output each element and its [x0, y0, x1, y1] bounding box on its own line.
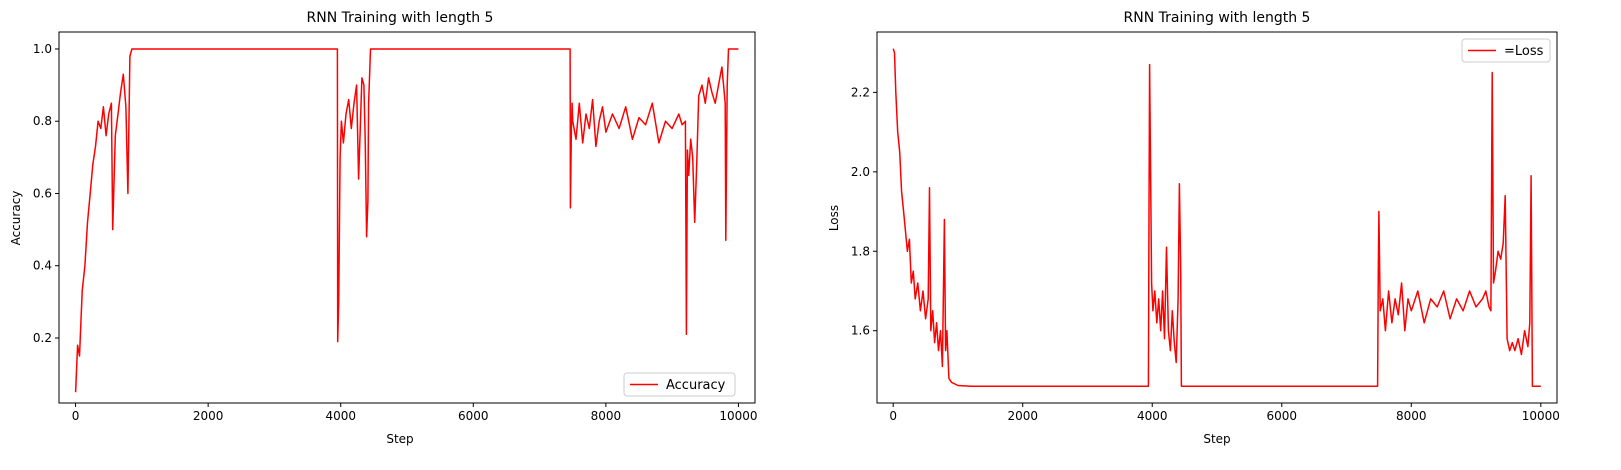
accuracy-x-ticks: 0 2000 4000 6000 8000 10000 [72, 403, 758, 423]
accuracy-y-tick-label: 1.0 [33, 42, 52, 56]
accuracy-y-tick-label: 0.8 [33, 114, 52, 128]
loss-x-ticks: 0 2000 4000 6000 8000 10000 [889, 403, 1560, 423]
loss-x-axis-label: Step [1203, 432, 1230, 446]
accuracy-legend-label: Accuracy [666, 378, 726, 393]
accuracy-legend: Accuracy [623, 372, 736, 397]
loss-y-ticks: 1.6 1.8 2.0 2.2 [851, 85, 877, 338]
accuracy-x-tick-label: 6000 [458, 409, 489, 423]
loss-x-tick-label: 0 [889, 409, 897, 423]
accuracy-y-axis-label: Accuracy [9, 191, 23, 246]
loss-legend: =Loss [1461, 38, 1551, 63]
accuracy-y-tick-label: 0.4 [33, 259, 52, 273]
accuracy-y-tick-label: 0.2 [33, 331, 52, 345]
accuracy-x-tick-label: 8000 [591, 409, 622, 423]
accuracy-x-axis-label: Step [386, 432, 413, 446]
loss-y-axis-label: Loss [827, 205, 841, 231]
loss-series-line-0 [892, 48, 1541, 388]
loss-y-tick-label: 2.0 [851, 165, 870, 179]
accuracy-x-tick-label: 10000 [719, 409, 757, 423]
loss-axes-frame [876, 31, 1558, 404]
accuracy-legend-box [623, 372, 736, 397]
loss-legend-label: =Loss [1504, 44, 1544, 59]
loss-x-tick-label: 6000 [1266, 409, 1297, 423]
accuracy-y-ticks: 0.2 0.4 0.6 0.8 1.0 [33, 42, 59, 345]
loss-y-tick-label: 1.8 [851, 244, 870, 258]
loss-y-tick-label: 2.2 [851, 85, 870, 99]
loss-x-tick-label: 4000 [1137, 409, 1168, 423]
accuracy-x-tick-label: 4000 [325, 409, 356, 423]
accuracy-plot-area [74, 48, 739, 393]
loss-x-tick-label: 10000 [1522, 409, 1560, 423]
loss-chart: RNN Training with length 5 0 2000 4000 6000… [827, 10, 1560, 446]
loss-legend-box [1461, 38, 1551, 63]
accuracy-axes-frame [58, 31, 756, 404]
loss-y-tick-label: 1.6 [851, 324, 870, 338]
accuracy-series-line-0 [74, 48, 739, 393]
accuracy-y-tick-label: 0.6 [33, 186, 52, 200]
loss-chart-title: RNN Training with length 5 [1124, 10, 1311, 26]
accuracy-x-tick-label: 0 [72, 409, 80, 423]
accuracy-x-tick-label: 2000 [193, 409, 224, 423]
accuracy-chart: RNN Training with length 5 0 2000 4000 6000… [9, 10, 758, 446]
accuracy-chart-title: RNN Training with length 5 [307, 10, 494, 26]
loss-plot-area [892, 48, 1541, 388]
loss-x-tick-label: 8000 [1396, 409, 1427, 423]
loss-x-tick-label: 2000 [1007, 409, 1038, 423]
